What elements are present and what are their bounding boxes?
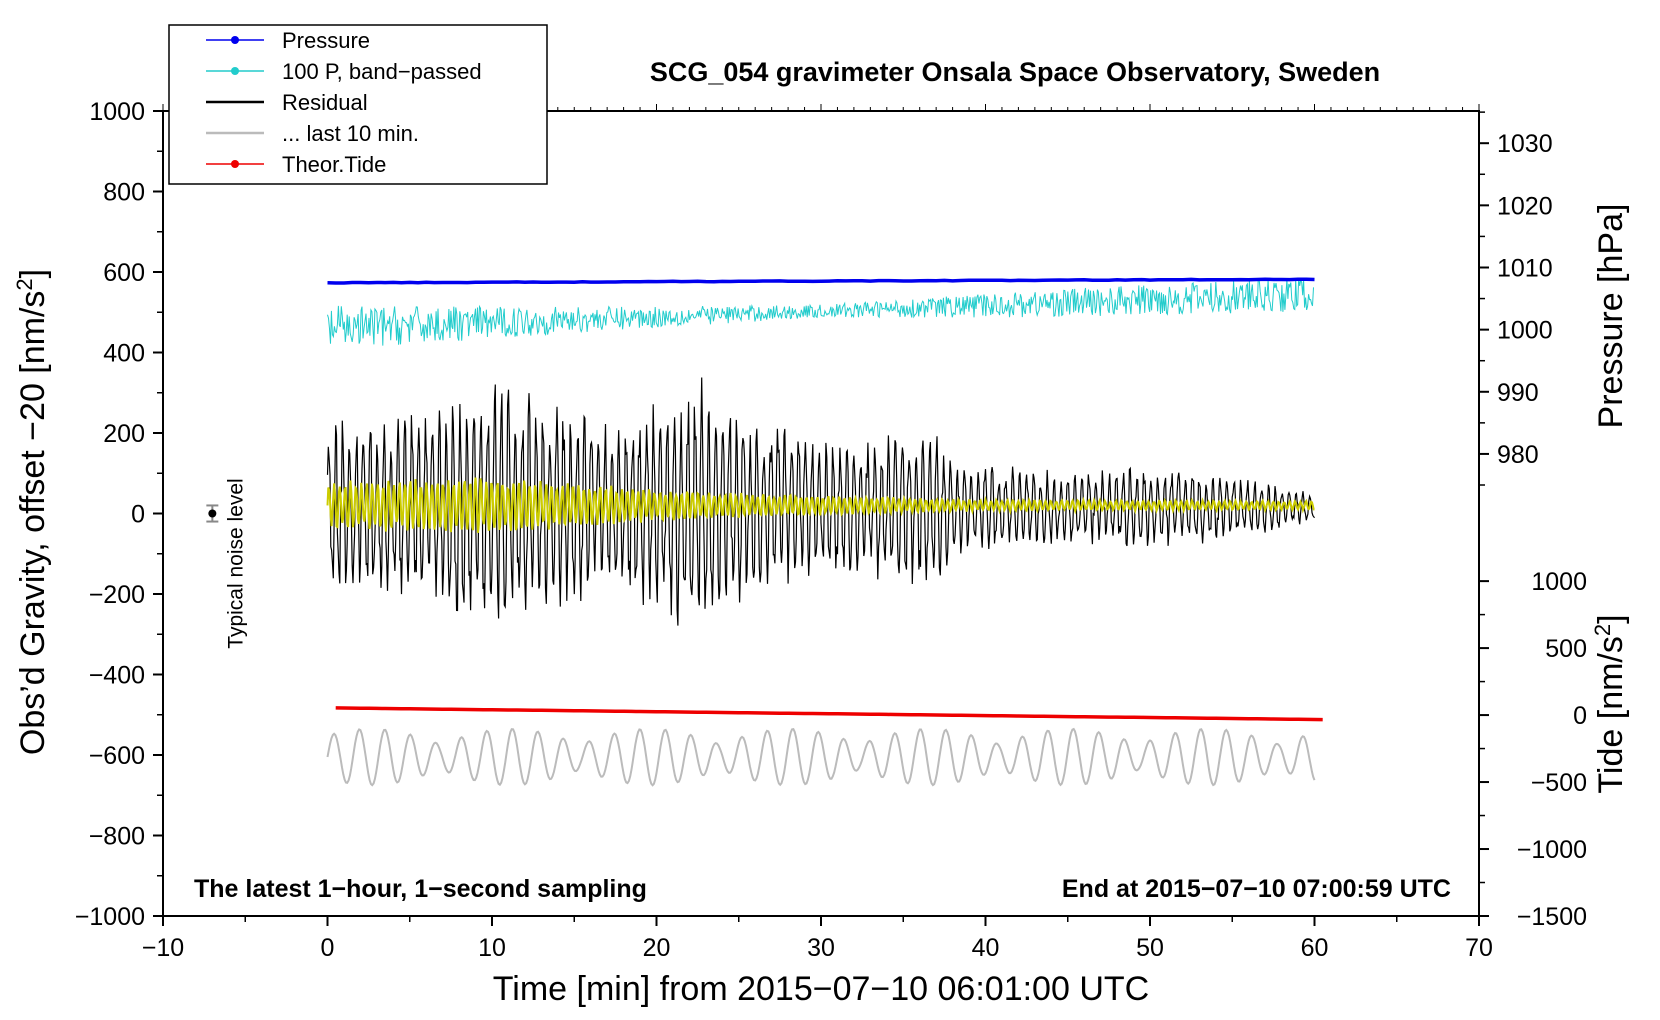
- axes-layer: −10 0 10 20 30 40 50 60 7010008006004002000−200−…: [75, 98, 1587, 962]
- y-tick-label: −400: [89, 662, 145, 690]
- tide-tick-label: −1000: [1517, 836, 1587, 864]
- series-residual: [326, 377, 1315, 626]
- pressure-tick-label: 990: [1497, 379, 1539, 407]
- legend-items: Pressure 100 P, band−passed Residual ... la…: [206, 28, 482, 177]
- y-axis-label-tide-sup: 2: [1590, 624, 1615, 636]
- legend-box: [168, 24, 548, 185]
- y-axis-label-left-end: ]: [14, 269, 52, 278]
- y-axis-label-left-sup: 2: [12, 278, 37, 290]
- annotation-bottom-left: The latest 1−hour, 1−second sampling: [194, 875, 647, 903]
- pressure-tick-label: 1020: [1497, 192, 1553, 220]
- noise-point: [208, 509, 217, 518]
- x-tick-label: 60: [1301, 934, 1329, 962]
- tide-tick-label: −500: [1531, 769, 1587, 797]
- y-tick-label: 800: [103, 179, 145, 207]
- y-tick-label: 600: [103, 259, 145, 287]
- x-tick-label: 50: [1136, 934, 1164, 962]
- legend: Pressure 100 P, band−passed Residual ... la…: [168, 24, 548, 185]
- legend-label: ... last 10 min.: [282, 121, 419, 146]
- legend-marker: [231, 36, 239, 44]
- y-tick-label: 400: [103, 340, 145, 368]
- x-tick-label: 30: [807, 934, 835, 962]
- noise-marker: Typical noise level: [206, 478, 247, 649]
- pressure-tick-label: 1000: [1497, 317, 1553, 345]
- series-pressure: [327, 277, 1315, 285]
- x-tick-label: 20: [643, 934, 671, 962]
- y-tick-label: 200: [103, 420, 145, 448]
- tide-tick-label: −1500: [1517, 903, 1587, 931]
- y-axis-label-tide-end: ]: [1592, 614, 1630, 623]
- pressure-tick-label: 980: [1497, 441, 1539, 469]
- y-tick-label: 0: [131, 501, 145, 529]
- tide-tick-label: 1000: [1531, 568, 1587, 596]
- pressure-tick-label: 1010: [1497, 254, 1553, 282]
- x-tick-label: 40: [972, 934, 1000, 962]
- y-tick-label: −800: [89, 823, 145, 851]
- y-tick-label: −600: [89, 742, 145, 770]
- x-tick-label: 0: [321, 934, 335, 962]
- y-axis-label-tide-main: Tide [nm/s: [1592, 636, 1630, 793]
- series-layer: [326, 277, 1323, 787]
- series-100p-bandpassed: [327, 277, 1314, 346]
- legend-label: Pressure: [282, 28, 370, 53]
- y-axis-label-left: Obs’d Gravity, offset −20 [nm/s2]: [12, 269, 52, 755]
- y-tick-label: −200: [89, 581, 145, 609]
- legend-label: Theor.Tide: [282, 152, 386, 177]
- chart-title: SCG_054 gravimeter Onsala Space Observat…: [650, 57, 1380, 87]
- x-tick-label: 10: [478, 934, 506, 962]
- legend-marker: [231, 67, 239, 75]
- noise-label: Typical noise level: [224, 478, 247, 648]
- x-tick-label: −10: [142, 934, 184, 962]
- annotation-bottom-right: End at 2015−07−10 07:00:59 UTC: [1062, 875, 1451, 903]
- y-axis-label-pressure: Pressure [hPa]: [1592, 204, 1630, 429]
- legend-label: 100 P, band−passed: [282, 59, 482, 84]
- y-tick-label: −1000: [75, 903, 145, 931]
- x-axis-label: Time [min] from 2015−07−10 06:01:00 UTC: [493, 970, 1149, 1008]
- y-axis-label-left-main: Obs’d Gravity, offset −20 [nm/s: [14, 291, 52, 756]
- series-last-10-min: [326, 727, 1316, 787]
- tide-tick-label: 500: [1545, 635, 1587, 663]
- y-tick-label: 1000: [89, 98, 145, 126]
- x-tick-label: 70: [1465, 934, 1493, 962]
- tide-tick-label: 0: [1573, 702, 1587, 730]
- series-theor-tide: [335, 706, 1323, 722]
- pressure-tick-label: 1030: [1497, 130, 1553, 158]
- legend-marker: [231, 160, 239, 168]
- legend-label: Residual: [282, 90, 368, 115]
- y-axis-label-tide: Tide [nm/s2]: [1590, 614, 1630, 793]
- series-residual-bandpassed: [326, 477, 1315, 533]
